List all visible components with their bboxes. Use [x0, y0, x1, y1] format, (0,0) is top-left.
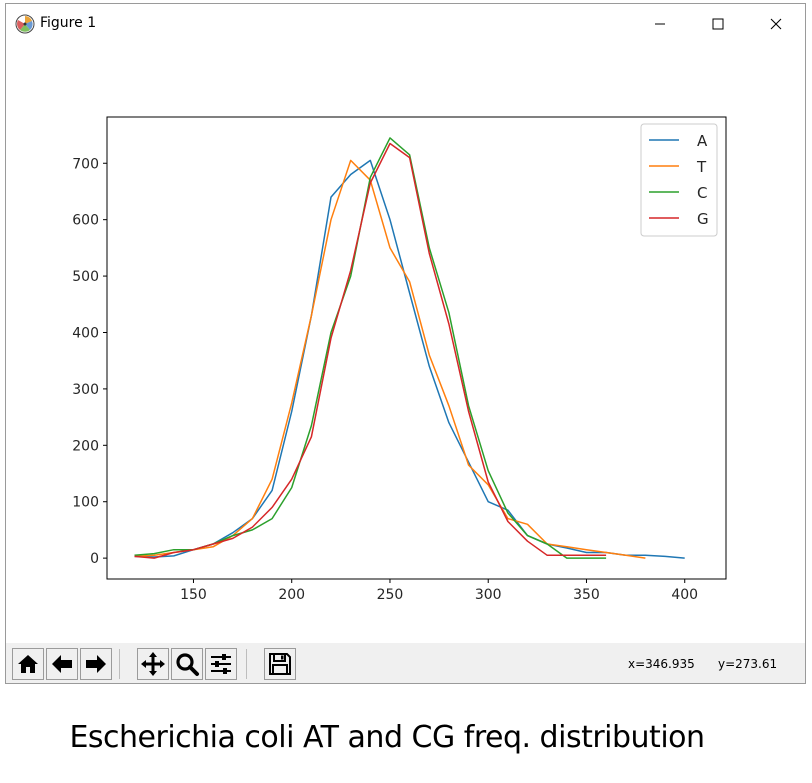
y-tick-label: 600: [72, 213, 99, 229]
window-title: Figure 1: [40, 15, 97, 31]
y-tick-label: 0: [90, 551, 99, 567]
x-tick-label: 150: [180, 587, 207, 603]
matplotlib-logo-icon: [15, 14, 35, 34]
series-line-T: [134, 159, 646, 559]
move-icon: [141, 652, 165, 676]
series-line-G: [134, 142, 607, 559]
x-tick-label: 250: [377, 587, 404, 603]
configure-subplots-button[interactable]: [205, 648, 237, 680]
line-chart: 150 200 250 300 350 400 0 100 200 300 400 500 600 700…: [72, 116, 727, 603]
figure-canvas[interactable]: 150 200 250 300 350 400 0 100 200 300 400 500 600 700…: [6, 44, 805, 643]
minimize-button[interactable]: [631, 4, 689, 44]
x-tick-label: 350: [573, 587, 600, 603]
y-tick-label: 300: [72, 382, 99, 398]
maximize-icon: [712, 18, 724, 30]
title-bar[interactable]: Figure 1: [6, 4, 805, 44]
home-icon: [18, 655, 38, 673]
figure-window: Figure 1 150 200 250 300 350 400 0 100 200 300 400…: [5, 3, 806, 684]
legend-label-A: A: [697, 132, 708, 150]
x-tick-label: 400: [671, 587, 698, 603]
floppy-disk-icon: [269, 653, 291, 675]
navigation-toolbar: x=346.935 y=273.61: [6, 643, 805, 683]
legend-frame: [640, 123, 718, 237]
sliders-icon: [211, 654, 231, 674]
forward-button[interactable]: [80, 648, 112, 680]
y-tick-label: 700: [72, 156, 99, 172]
toolbar-separator: [246, 649, 247, 679]
y-tick-label: 100: [72, 495, 99, 511]
home-button[interactable]: [12, 648, 44, 680]
legend-label-C: C: [697, 184, 707, 202]
maximize-button[interactable]: [689, 4, 747, 44]
legend-label-G: G: [697, 210, 709, 228]
close-button[interactable]: [747, 4, 805, 44]
close-icon: [770, 18, 782, 30]
cursor-x-readout: x=346.935: [628, 657, 695, 671]
x-tick-label: 300: [475, 587, 502, 603]
legend-label-T: T: [696, 158, 707, 176]
y-tick-label: 500: [72, 269, 99, 285]
magnifier-icon: [176, 653, 199, 676]
pan-button[interactable]: [137, 648, 169, 680]
y-tick-label: 400: [72, 325, 99, 341]
back-button[interactable]: [46, 648, 78, 680]
x-tick-label: 200: [278, 587, 305, 603]
save-button[interactable]: [264, 648, 296, 680]
series-line-A: [134, 159, 685, 559]
zoom-button[interactable]: [171, 648, 203, 680]
minimize-icon: [655, 23, 665, 25]
figure-caption: Escherichia coli AT and CG freq. distrib…: [69, 720, 705, 755]
toolbar-separator: [119, 649, 120, 679]
cursor-y-readout: y=273.61: [718, 657, 778, 671]
arrow-right-icon: [86, 655, 106, 673]
y-tick-label: 200: [72, 438, 99, 454]
arrow-left-icon: [52, 655, 72, 673]
